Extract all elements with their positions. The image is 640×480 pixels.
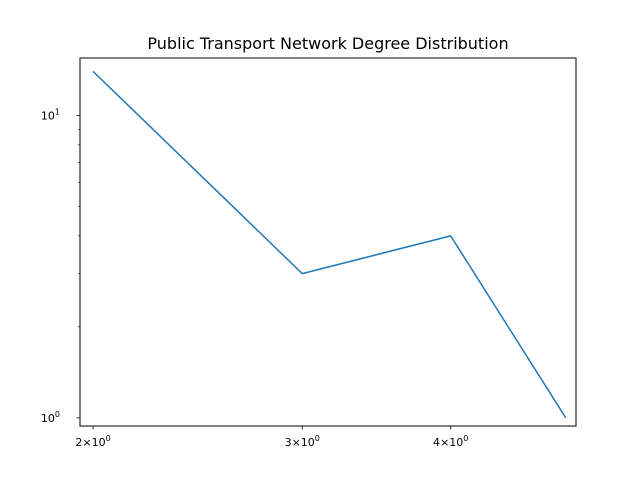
x-tick-label: 4×100 bbox=[433, 434, 468, 449]
x-tick-label: 3×100 bbox=[285, 434, 320, 449]
plot-frame bbox=[79, 57, 577, 427]
y-tick-label: 101 bbox=[41, 108, 60, 123]
x-tick-label: 2×100 bbox=[75, 434, 110, 449]
chart-title: Public Transport Network Degree Distribu… bbox=[147, 34, 508, 53]
series-line-0 bbox=[92, 70, 567, 419]
y-tick-label: 100 bbox=[41, 410, 60, 425]
